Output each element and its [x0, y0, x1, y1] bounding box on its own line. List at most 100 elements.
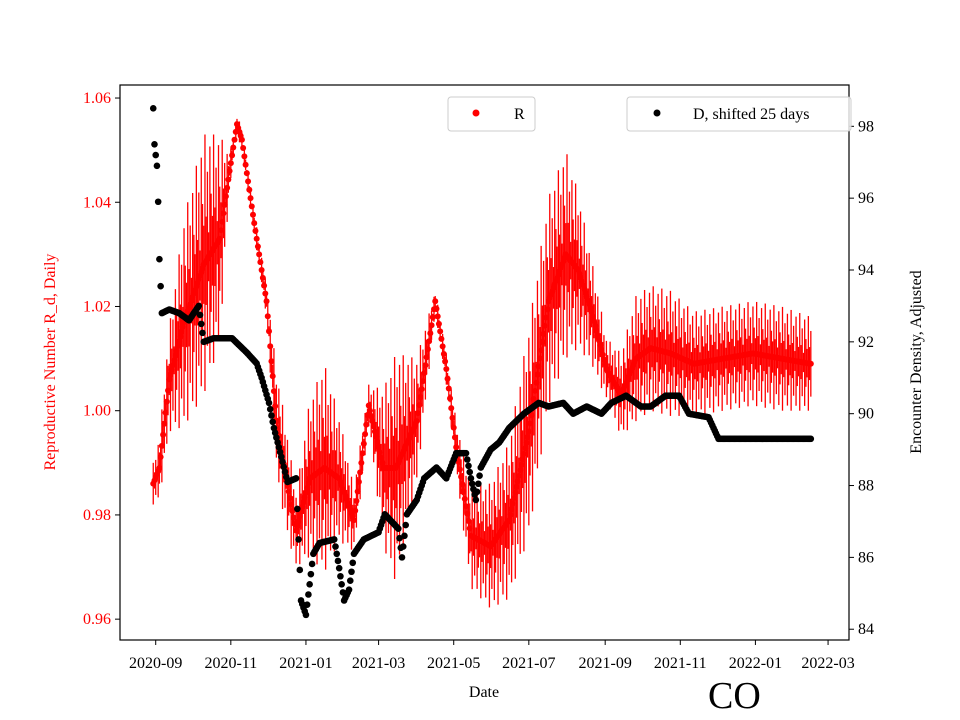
d-point: [156, 255, 163, 263]
r-point: [439, 343, 446, 350]
d-point: [195, 302, 203, 310]
left-y-tick-label: 1.00: [83, 403, 111, 420]
r-point: [523, 439, 530, 446]
r-point: [171, 357, 178, 364]
r-point: [442, 358, 449, 365]
r-point: [369, 418, 376, 425]
d-point: [462, 449, 470, 457]
r-point: [448, 405, 455, 412]
right-y-tick-label: 88: [858, 478, 874, 495]
r-point: [588, 308, 595, 315]
r-point: [433, 305, 440, 312]
r-point: [517, 467, 524, 474]
r-point: [289, 508, 296, 515]
right-y-axis-label: Encounter Density, Adjusted: [908, 270, 925, 453]
d-point: [197, 320, 205, 328]
r-point: [424, 346, 431, 353]
d-point: [292, 475, 300, 482]
r-point: [359, 450, 366, 457]
r-point: [358, 459, 365, 466]
r-point: [415, 410, 422, 417]
r-point: [598, 346, 605, 353]
r-point: [257, 259, 264, 266]
r-point: [267, 343, 274, 350]
r-point: [443, 366, 450, 373]
r-point: [602, 361, 609, 368]
r-point: [423, 354, 430, 361]
r-point: [272, 403, 279, 410]
r-point: [238, 136, 245, 143]
r-point: [536, 355, 543, 362]
r-point: [352, 507, 359, 514]
r-point: [365, 402, 372, 409]
r-point: [240, 145, 247, 152]
d-point: [332, 543, 339, 550]
r-point: [355, 478, 362, 485]
r-point: [465, 518, 472, 525]
r-point: [353, 498, 360, 505]
r-point: [533, 379, 540, 386]
right-y-axis: 84 86 88 90 92 94 96 98: [849, 118, 874, 638]
r-point: [426, 338, 433, 345]
d-point: [466, 468, 474, 476]
d-point: [196, 311, 204, 319]
r-point: [300, 499, 307, 506]
r-point: [262, 290, 269, 297]
d-point: [149, 105, 157, 112]
left-y-tick-label: 0.98: [83, 507, 111, 524]
d-point: [305, 591, 312, 598]
d-point: [476, 472, 483, 479]
r-point: [178, 328, 185, 335]
r-point: [522, 445, 529, 452]
r-point: [229, 152, 236, 159]
d-point: [473, 488, 481, 496]
r-point: [241, 153, 248, 160]
r-point: [350, 517, 357, 524]
r-point: [440, 350, 447, 357]
left-y-tick-label: 1.04: [83, 194, 111, 211]
r-point: [445, 385, 452, 392]
r-point: [539, 338, 546, 345]
d-point: [396, 534, 403, 542]
r-point: [434, 313, 441, 320]
left-y-tick-label: 1.06: [83, 90, 111, 107]
r-point: [363, 421, 370, 428]
right-y-tick-label: 98: [858, 118, 874, 135]
r-point: [157, 453, 164, 460]
legend-d: D, shifted 25 days: [626, 96, 852, 132]
d-point: [475, 480, 482, 488]
r-point: [269, 373, 276, 380]
r-point: [379, 459, 386, 466]
d-point: [399, 543, 407, 550]
r-point: [254, 243, 261, 250]
r-point: [177, 333, 184, 340]
r-point: [226, 167, 233, 174]
r-point: [507, 511, 514, 518]
r-point: [451, 434, 458, 441]
r-point: [455, 458, 462, 465]
r-point: [447, 395, 454, 402]
d-point: [348, 568, 355, 576]
r-point: [450, 424, 457, 431]
r-point: [158, 442, 165, 449]
r-point: [156, 465, 163, 472]
d-point: [294, 505, 301, 513]
r-point: [261, 282, 268, 289]
r-point: [466, 525, 473, 532]
d-point: [401, 532, 408, 540]
right-y-tick-label: 94: [858, 262, 874, 279]
r-point: [374, 438, 381, 445]
r-point: [264, 313, 271, 320]
d-point: [295, 536, 302, 543]
plot-frame: [119, 84, 850, 641]
r-point: [429, 314, 436, 321]
r-point: [464, 510, 471, 517]
r-point: [243, 170, 250, 177]
r-point: [518, 461, 525, 468]
r-point: [515, 472, 522, 479]
r-point: [217, 227, 224, 234]
r-point: [366, 407, 373, 414]
r-point: [285, 488, 292, 495]
r-point: [288, 501, 295, 508]
